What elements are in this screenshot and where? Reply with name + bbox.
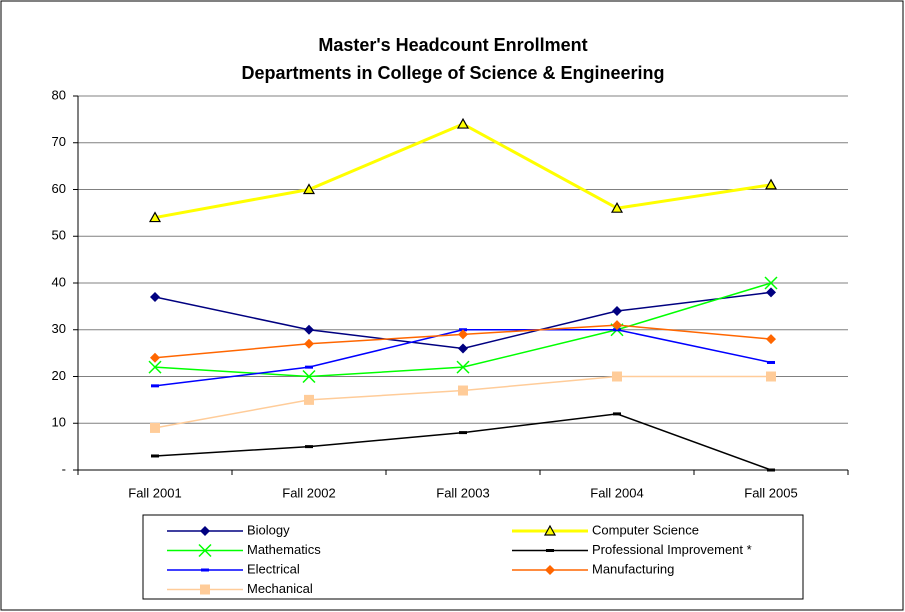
x-tick-label: Fall 2003 (436, 485, 489, 500)
legend-label: Mechanical (247, 581, 313, 596)
y-tick-label: 70 (52, 134, 66, 149)
marker (151, 384, 159, 388)
marker (304, 324, 314, 335)
x-tick-label: Fall 2004 (590, 485, 643, 500)
marker (546, 549, 554, 552)
marker (764, 276, 778, 290)
marker (200, 584, 210, 595)
chart-subtitle: Departments in College of Science & Engi… (241, 63, 664, 83)
legend-entry: Professional Improvement * (512, 542, 752, 557)
x-tick-label: Fall 2005 (744, 485, 797, 500)
y-tick-label: 30 (52, 321, 66, 336)
marker (456, 117, 470, 129)
marker (766, 287, 776, 298)
marker (198, 543, 212, 558)
chart-title: Master's Headcount Enrollment (318, 35, 587, 55)
marker (456, 360, 470, 374)
legend-label: Biology (247, 522, 290, 537)
legend-box (142, 514, 804, 600)
y-tick-label: 60 (52, 181, 66, 196)
legend-entry: Manufacturing (512, 561, 674, 576)
legend-label: Electrical (247, 561, 300, 576)
legend-entry: Electrical (167, 561, 300, 576)
marker (766, 334, 776, 345)
marker (610, 201, 624, 213)
legend-entry: Biology (167, 522, 290, 537)
marker (764, 178, 778, 190)
x-tick-label: Fall 2001 (128, 485, 181, 500)
marker (151, 454, 159, 458)
y-tick-label: 40 (52, 274, 66, 289)
marker (150, 422, 160, 433)
legend-label: Professional Improvement * (592, 542, 752, 557)
legend-label: Computer Science (592, 522, 699, 537)
y-tick-label: 10 (52, 415, 66, 430)
legend-label: Mathematics (247, 542, 321, 557)
x-tick-label: Fall 2002 (282, 485, 335, 500)
marker (612, 320, 622, 331)
marker (458, 385, 468, 396)
y-tick-label: 50 (52, 228, 66, 243)
marker (150, 292, 160, 303)
marker (304, 338, 314, 349)
y-tick-label: 20 (52, 368, 66, 383)
y-tick-label: - (62, 461, 66, 476)
marker (150, 352, 160, 363)
marker (458, 329, 468, 340)
marker (302, 369, 316, 384)
y-tick-label: 80 (52, 87, 66, 102)
marker (201, 568, 209, 572)
marker (767, 360, 775, 364)
marker (302, 183, 316, 195)
marker (543, 524, 557, 536)
marker (200, 526, 210, 536)
marker (305, 445, 313, 449)
marker (148, 360, 162, 374)
marker (458, 343, 468, 354)
marker (613, 412, 621, 416)
marker (612, 371, 622, 382)
legend-entry: Mechanical (167, 581, 313, 596)
marker (305, 365, 313, 369)
legend-label: Manufacturing (592, 561, 674, 576)
marker (148, 211, 162, 223)
marker (766, 371, 776, 382)
marker (459, 431, 467, 435)
marker (545, 565, 555, 575)
legend-entry: Computer Science (512, 522, 699, 537)
marker (304, 394, 314, 405)
marker (767, 468, 775, 472)
legend-entry: Mathematics (167, 542, 321, 558)
marker (612, 306, 622, 317)
